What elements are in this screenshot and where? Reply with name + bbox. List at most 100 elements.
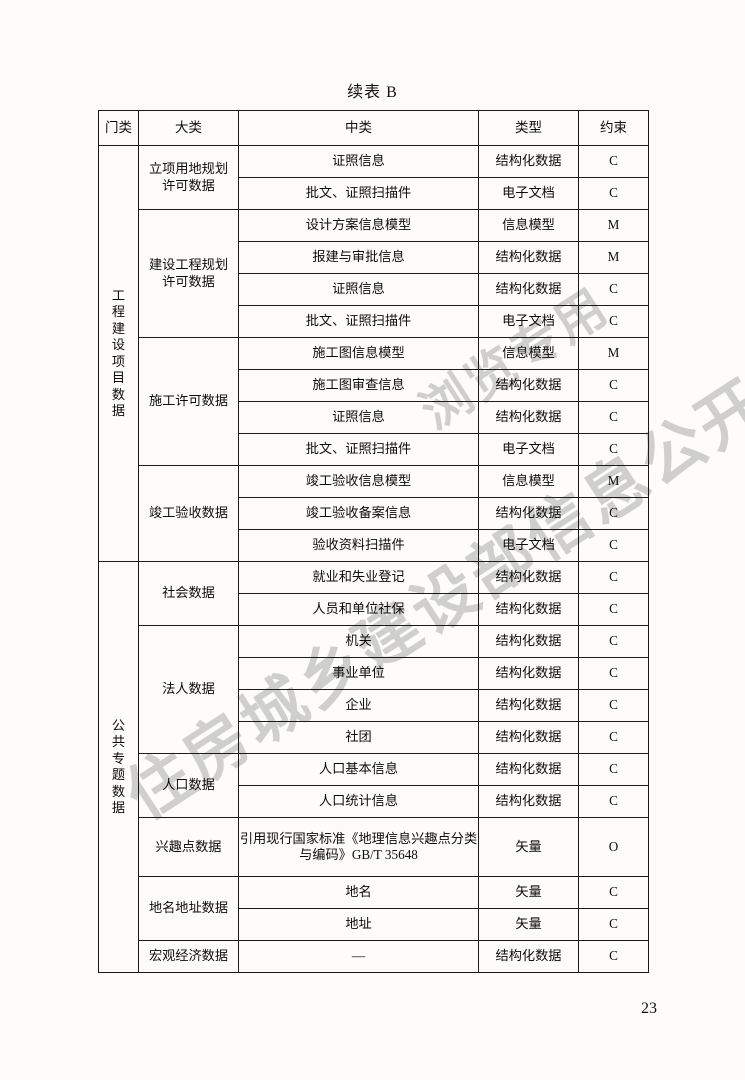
cell-zhonglei: 机关 (238, 625, 479, 658)
cell-zhonglei: 批文、证照扫描件 (238, 305, 479, 338)
table-row: 施工许可数据 施工图信息模型 信息模型 M (99, 337, 649, 466)
table-row: 建设工程规划许可数据 设计方案信息模型 信息模型 M (99, 209, 649, 338)
cell-zhonglei: 事业单位 (238, 657, 479, 690)
cell-yueshu: C (578, 369, 649, 402)
cell-leixing: 结构化数据 (478, 625, 579, 658)
cell-zhonglei: 竣工验收备案信息 (238, 497, 479, 530)
table-row: 地名地址数据 地名 矢量 C (99, 876, 649, 941)
table-row: 企业 结构化数据 C (99, 689, 649, 722)
cell-leixing: 矢量 (478, 908, 579, 941)
cell-yueshu: C (578, 305, 649, 338)
table-body: 工程建设项目数据 立项用地规划许可数据 证照信息 结构化数据 C 批文、证照扫描件 电子文档… (98, 145, 649, 973)
cell-zhonglei: 施工图信息模型 (238, 337, 479, 370)
cell-leixing: 结构化数据 (478, 721, 579, 754)
column-header-zhonglei: 中类 (238, 110, 479, 146)
cell-leixing: 信息模型 (478, 337, 579, 370)
table-row: 批文、证照扫描件 电子文档 C (99, 305, 649, 338)
cell-leixing: 结构化数据 (478, 753, 579, 786)
cell-zhonglei: 报建与审批信息 (238, 241, 479, 274)
cell-yueshu: C (578, 593, 649, 626)
cell-leixing: 信息模型 (478, 465, 579, 498)
cell-yueshu: M (578, 465, 649, 498)
cell-yueshu: C (578, 689, 649, 722)
cell-yueshu: C (578, 401, 649, 434)
cell-dalei: 地名地址数据 (138, 876, 239, 941)
cell-yueshu: O (578, 817, 649, 877)
cell-leixing: 结构化数据 (478, 593, 579, 626)
cell-zhonglei: 批文、证照扫描件 (238, 177, 479, 210)
cell-yueshu: C (578, 657, 649, 690)
cell-leixing: 结构化数据 (478, 657, 579, 690)
cell-zhonglei: 设计方案信息模型 (238, 209, 479, 242)
cell-dalei: 社会数据 (138, 561, 239, 626)
cell-yueshu: C (578, 145, 649, 178)
cell-zhonglei: 人口统计信息 (238, 785, 479, 818)
cell-zhonglei: — (238, 940, 479, 973)
cell-zhonglei: 人口基本信息 (238, 753, 479, 786)
cell-leixing: 电子文档 (478, 177, 579, 210)
cell-dalei: 建设工程规划许可数据 (138, 209, 239, 338)
cell-yueshu: C (578, 753, 649, 786)
data-table-container: 门类 大类 中类 类型 约束 工程建设项目数据 立项用地规划许可数据 证照信息 结构化… (98, 110, 649, 973)
cell-leixing: 结构化数据 (478, 241, 579, 274)
cell-dalei: 法人数据 (138, 625, 239, 754)
cell-yueshu: M (578, 209, 649, 242)
cell-yueshu: C (578, 940, 649, 973)
table-row: 人员和单位社保 结构化数据 C (99, 593, 649, 626)
cell-leixing: 结构化数据 (478, 145, 579, 178)
column-header-leixing: 类型 (478, 110, 579, 146)
cell-leixing: 电子文档 (478, 433, 579, 466)
cell-leixing: 结构化数据 (478, 369, 579, 402)
cell-yueshu: C (578, 785, 649, 818)
table-row: 施工图审查信息 结构化数据 C (99, 369, 649, 402)
cell-dalei: 人口数据 (138, 753, 239, 818)
cell-yueshu: C (578, 561, 649, 594)
cell-zhonglei: 施工图审查信息 (238, 369, 479, 402)
cell-leixing: 电子文档 (478, 305, 579, 338)
cell-yueshu: C (578, 625, 649, 658)
cell-leixing: 矢量 (478, 817, 579, 877)
cell-yueshu: C (578, 273, 649, 306)
cell-yueshu: M (578, 337, 649, 370)
table-row: 人口数据 人口基本信息 结构化数据 C (99, 753, 649, 818)
table-header: 门类 大类 中类 类型 约束 (98, 110, 649, 146)
cell-zhonglei: 社团 (238, 721, 479, 754)
data-table: 门类 大类 中类 类型 约束 工程建设项目数据 立项用地规划许可数据 证照信息 结构化… (98, 110, 649, 973)
cell-leixing: 结构化数据 (478, 689, 579, 722)
cell-yueshu: C (578, 721, 649, 754)
page-title: 续表 B (347, 84, 398, 101)
cell-menlei: 工程建设项目数据 (98, 145, 139, 562)
cell-yueshu: C (578, 433, 649, 466)
cell-yueshu: C (578, 497, 649, 530)
page-number: 23 (641, 1000, 657, 1017)
cell-leixing: 结构化数据 (478, 785, 579, 818)
cell-yueshu: M (578, 241, 649, 274)
cell-leixing: 信息模型 (478, 209, 579, 242)
column-header-dalei: 大类 (138, 110, 239, 146)
table-row: 公共专题数据 社会数据 就业和失业登记 结构化数据 C (98, 561, 649, 973)
cell-zhonglei: 地名 (238, 876, 479, 909)
table-row: 事业单位 结构化数据 C (99, 657, 649, 690)
cell-zhonglei: 证照信息 (238, 273, 479, 306)
table-row: 社团 结构化数据 C (99, 721, 649, 754)
table-row: 证照信息 结构化数据 C (99, 273, 649, 306)
cell-zhonglei: 引用现行国家标准《地理信息兴趣点分类与编码》GB/T 35648 (238, 817, 479, 877)
cell-zhonglei: 地址 (238, 908, 479, 941)
cell-zhonglei: 证照信息 (238, 401, 479, 434)
cell-leixing: 结构化数据 (478, 940, 579, 973)
table-row: 工程建设项目数据 立项用地规划许可数据 证照信息 结构化数据 C (98, 145, 649, 562)
cell-leixing: 电子文档 (478, 529, 579, 562)
cell-dalei: 立项用地规划许可数据 (138, 145, 239, 210)
table-row: 宏观经济数据 — 结构化数据 C (99, 940, 649, 973)
table-row: 法人数据 机关 结构化数据 C (99, 625, 649, 754)
cell-dalei: 施工许可数据 (138, 337, 239, 466)
cell-leixing: 矢量 (478, 876, 579, 909)
column-header-yueshu: 约束 (578, 110, 649, 146)
cell-leixing: 结构化数据 (478, 561, 579, 594)
table-row: 批文、证照扫描件 电子文档 C (99, 177, 649, 210)
cell-leixing: 结构化数据 (478, 401, 579, 434)
cell-menlei: 公共专题数据 (98, 561, 139, 973)
cell-dalei: 宏观经济数据 (138, 940, 239, 973)
cell-yueshu: C (578, 529, 649, 562)
